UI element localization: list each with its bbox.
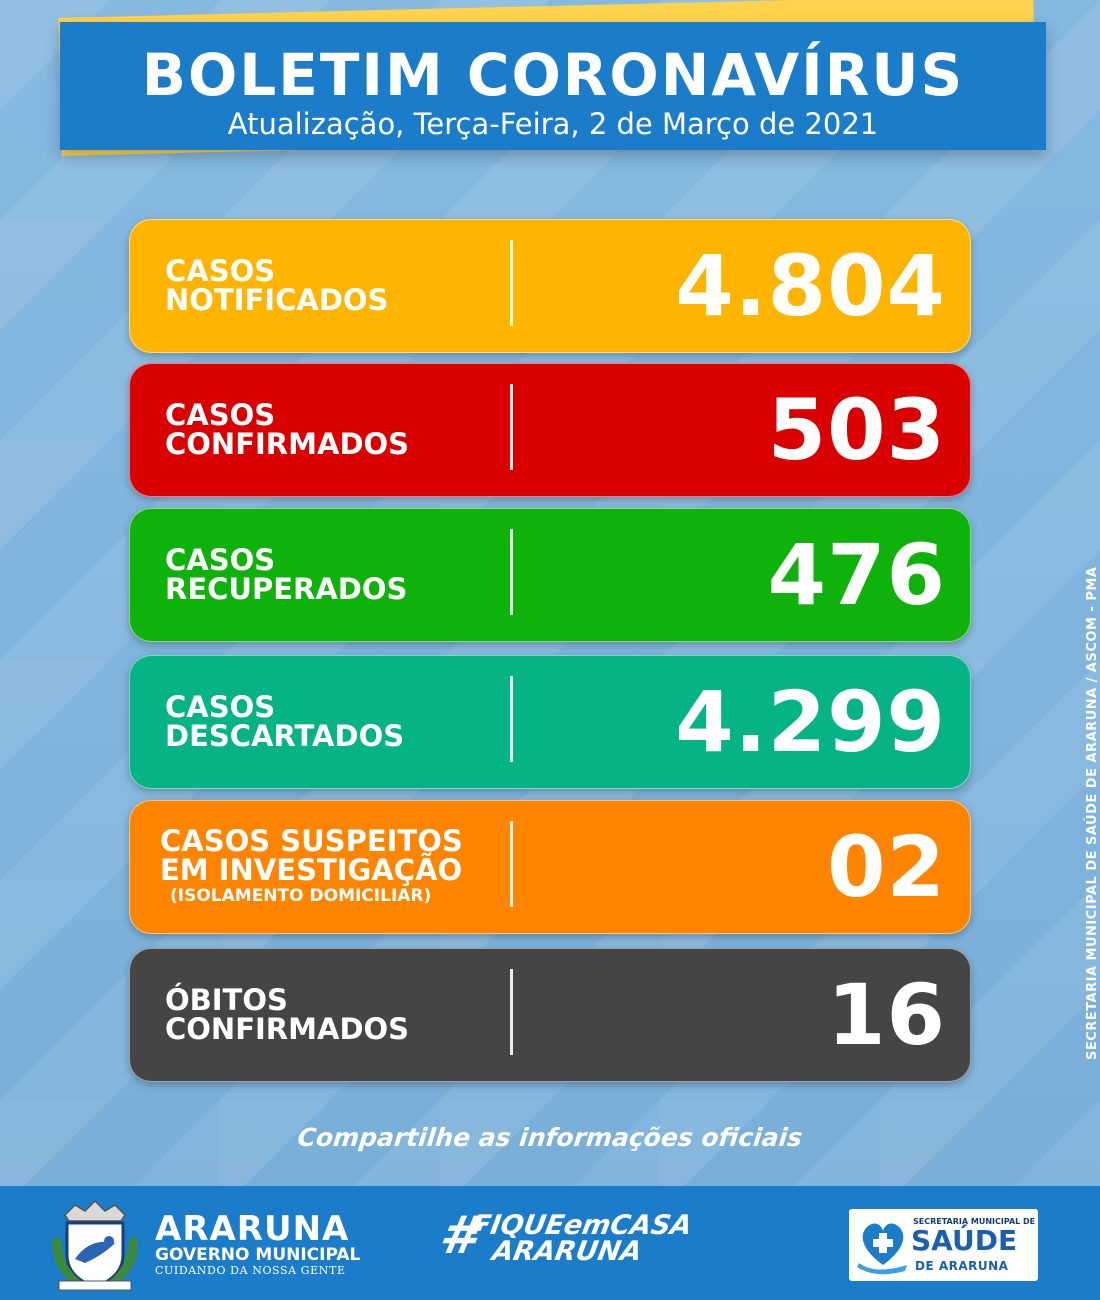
saude-subtitle: DE ARARUNA: [915, 1259, 1009, 1273]
card-divider: [510, 529, 513, 615]
header-banner: BOLETIM CORONAVÍRUS Atualização, Terça-F…: [60, 22, 1046, 150]
card-label: ÓBITOS CONFIRMADOS: [165, 949, 505, 1081]
card-label-note: (ISOLAMENTO DOMICILIAR): [170, 886, 432, 906]
card-obitos: ÓBITOS CONFIRMADOS 16: [129, 948, 971, 1082]
card-value: 503: [767, 381, 946, 479]
card-label: CASOS DESCARTADOS: [165, 656, 505, 788]
card-label-line1: ÓBITOS: [165, 983, 288, 1017]
card-label-line2: EM INVESTIGAÇÃO: [160, 853, 463, 887]
hashtag-line2: ARARUNA: [489, 1236, 645, 1267]
share-message: Compartilhe as informações oficiais: [296, 1123, 804, 1152]
card-divider: [510, 384, 513, 470]
card-label-line1: CASOS: [165, 398, 276, 432]
card-label: CASOS CONFIRMADOS: [165, 364, 505, 496]
card-label: CASOS NOTIFICADOS: [165, 220, 505, 352]
card-label-line2: CONFIRMADOS: [165, 1012, 410, 1046]
card-label: CASOS SUSPEITOS EM INVESTIGAÇÃO (ISOLAME…: [160, 801, 520, 933]
city-tagline: CUIDANDO DA NOSSA GENTE: [155, 1264, 346, 1277]
update-date: Atualização, Terça-Feira, 2 de Março de …: [227, 107, 879, 141]
card-label-line2: CONFIRMADOS: [165, 427, 410, 461]
card-label: CASOS RECUPERADOS: [165, 509, 505, 641]
card-value: 4.804: [675, 237, 946, 335]
saude-logo: SECRETARIA MUNICIPAL DE SAÚDE DE ARARUNA: [849, 1209, 1038, 1281]
city-logo: ARARUNA GOVERNO MUNICIPAL CUIDANDO DA NO…: [155, 1212, 360, 1278]
card-descartados: CASOS DESCARTADOS 4.299: [129, 655, 971, 789]
page-title: BOLETIM CORONAVÍRUS: [141, 41, 965, 109]
card-divider: [510, 676, 513, 762]
city-government: GOVERNO MUNICIPAL: [155, 1245, 361, 1265]
card-notificados: CASOS NOTIFICADOS 4.804: [129, 219, 971, 353]
card-label-line1: CASOS: [165, 543, 276, 577]
card-confirmados: CASOS CONFIRMADOS 503: [129, 363, 971, 497]
card-label-line1: CASOS SUSPEITOS: [160, 824, 463, 858]
heart-hand-icon: [857, 1223, 907, 1275]
saude-title: SAÚDE: [911, 1224, 1018, 1257]
credit-vertical: SECRETARIA MUNICIPAL DE SAÚDE DE ARARUNA…: [1085, 566, 1100, 1060]
card-label-line1: CASOS: [165, 254, 276, 288]
card-value: 476: [767, 526, 946, 624]
card-divider: [510, 969, 513, 1055]
card-label-line2: DESCARTADOS: [165, 719, 405, 753]
card-value: 02: [827, 818, 946, 916]
card-value: 4.299: [675, 673, 946, 771]
city-crest-icon: [52, 1199, 138, 1291]
card-label-line2: NOTIFICADOS: [165, 283, 389, 317]
card-divider: [510, 821, 513, 907]
city-name: ARARUNA: [155, 1209, 350, 1249]
card-value: 16: [827, 966, 946, 1064]
card-label-line1: CASOS: [165, 690, 276, 724]
card-label-line2: RECUPERADOS: [165, 572, 408, 606]
card-suspeitos: CASOS SUSPEITOS EM INVESTIGAÇÃO (ISOLAME…: [129, 800, 971, 934]
card-divider: [510, 240, 513, 326]
card-recuperados: CASOS RECUPERADOS 476: [129, 508, 971, 642]
hashtag-line1: FIQUEemCASA: [469, 1210, 695, 1241]
saude-secretaria: SECRETARIA MUNICIPAL DE: [913, 1217, 1036, 1226]
